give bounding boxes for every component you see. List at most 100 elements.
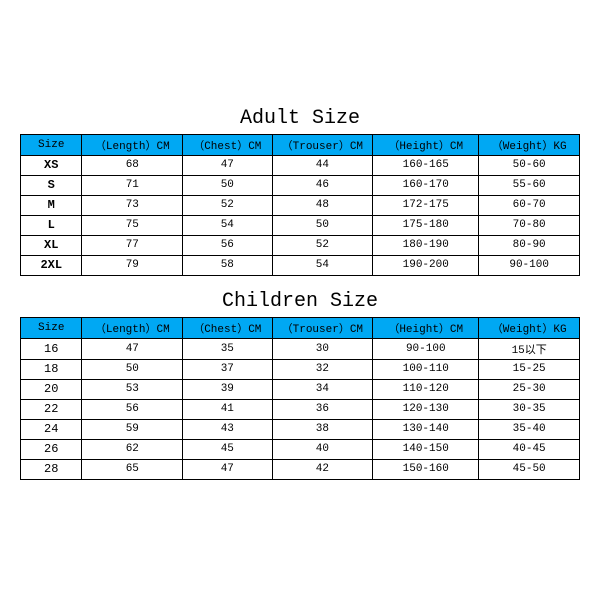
cell-trouser: 40 — [272, 439, 373, 459]
cell-height: 190-200 — [373, 255, 479, 275]
cell-height: 160-170 — [373, 175, 479, 195]
table-header-row: Size （Length）CM （Chest）CM （Trouser）CM （H… — [21, 317, 580, 338]
col-height: （Height）CM — [373, 317, 479, 338]
col-length: （Length）CM — [82, 317, 183, 338]
adult-title: Adult Size — [20, 107, 580, 130]
col-length: （Length）CM — [82, 134, 183, 155]
table-row: 20533934110-12025-30 — [21, 379, 580, 399]
col-weight: （Weight）KG — [479, 317, 580, 338]
table-row: 26624540140-15040-45 — [21, 439, 580, 459]
cell-height: 110-120 — [373, 379, 479, 399]
cell-size: 18 — [21, 359, 82, 379]
cell-size: 28 — [21, 459, 82, 479]
cell-chest: 56 — [183, 235, 272, 255]
cell-weight: 30-35 — [479, 399, 580, 419]
cell-chest: 39 — [183, 379, 272, 399]
cell-height: 172-175 — [373, 195, 479, 215]
col-weight: （Weight）KG — [479, 134, 580, 155]
cell-length: 65 — [82, 459, 183, 479]
cell-chest: 43 — [183, 419, 272, 439]
cell-weight: 90-100 — [479, 255, 580, 275]
col-size: Size — [21, 134, 82, 155]
cell-height: 140-150 — [373, 439, 479, 459]
cell-weight: 45-50 — [479, 459, 580, 479]
table-row: XL775652180-19080-90 — [21, 235, 580, 255]
col-height: （Height）CM — [373, 134, 479, 155]
col-trouser: （Trouser）CM — [272, 134, 373, 155]
cell-size: 26 — [21, 439, 82, 459]
table-row: 28654742150-16045-50 — [21, 459, 580, 479]
cell-size: 22 — [21, 399, 82, 419]
cell-weight: 15-25 — [479, 359, 580, 379]
cell-length: 75 — [82, 215, 183, 235]
cell-weight: 50-60 — [479, 155, 580, 175]
cell-height: 150-160 — [373, 459, 479, 479]
children-size-table: Size （Length）CM （Chest）CM （Trouser）CM （H… — [20, 317, 580, 480]
cell-size: L — [21, 215, 82, 235]
table-row: 2XL795854190-20090-100 — [21, 255, 580, 275]
col-size: Size — [21, 317, 82, 338]
adult-table-body: XS684744160-16550-60 S715046160-17055-60… — [21, 155, 580, 275]
cell-height: 175-180 — [373, 215, 479, 235]
cell-chest: 52 — [183, 195, 272, 215]
cell-trouser: 42 — [272, 459, 373, 479]
table-row: 24594338130-14035-40 — [21, 419, 580, 439]
cell-length: 77 — [82, 235, 183, 255]
table-row: M735248172-17560-70 — [21, 195, 580, 215]
table-row: 18503732100-11015-25 — [21, 359, 580, 379]
cell-weight: 60-70 — [479, 195, 580, 215]
cell-length: 71 — [82, 175, 183, 195]
cell-weight: 40-45 — [479, 439, 580, 459]
cell-weight: 55-60 — [479, 175, 580, 195]
cell-chest: 45 — [183, 439, 272, 459]
cell-length: 59 — [82, 419, 183, 439]
cell-height: 160-165 — [373, 155, 479, 175]
cell-size: 24 — [21, 419, 82, 439]
cell-length: 53 — [82, 379, 183, 399]
children-title: Children Size — [20, 290, 580, 313]
cell-trouser: 36 — [272, 399, 373, 419]
cell-trouser: 38 — [272, 419, 373, 439]
cell-size: 2XL — [21, 255, 82, 275]
adult-size-table: Size （Length）CM （Chest）CM （Trouser）CM （H… — [20, 134, 580, 276]
table-header-row: Size （Length）CM （Chest）CM （Trouser）CM （H… — [21, 134, 580, 155]
cell-trouser: 44 — [272, 155, 373, 175]
size-chart-wrapper: Adult Size Size （Length）CM （Chest）CM （Tr… — [20, 107, 580, 494]
cell-size: 20 — [21, 379, 82, 399]
cell-size: 16 — [21, 338, 82, 359]
cell-length: 47 — [82, 338, 183, 359]
cell-height: 130-140 — [373, 419, 479, 439]
cell-size: S — [21, 175, 82, 195]
cell-length: 56 — [82, 399, 183, 419]
cell-trouser: 34 — [272, 379, 373, 399]
table-row: 22564136120-13030-35 — [21, 399, 580, 419]
table-row: S715046160-17055-60 — [21, 175, 580, 195]
cell-trouser: 54 — [272, 255, 373, 275]
cell-length: 68 — [82, 155, 183, 175]
cell-length: 62 — [82, 439, 183, 459]
children-table-body: 1647353090-10015以下 18503732100-11015-25 … — [21, 338, 580, 479]
cell-trouser: 48 — [272, 195, 373, 215]
cell-chest: 58 — [183, 255, 272, 275]
cell-weight: 35-40 — [479, 419, 580, 439]
cell-trouser: 30 — [272, 338, 373, 359]
cell-trouser: 50 — [272, 215, 373, 235]
cell-height: 180-190 — [373, 235, 479, 255]
cell-chest: 54 — [183, 215, 272, 235]
cell-height: 120-130 — [373, 399, 479, 419]
cell-chest: 41 — [183, 399, 272, 419]
col-trouser: （Trouser）CM — [272, 317, 373, 338]
col-chest: （Chest）CM — [183, 317, 272, 338]
cell-chest: 47 — [183, 459, 272, 479]
cell-size: XL — [21, 235, 82, 255]
cell-weight: 15以下 — [479, 338, 580, 359]
cell-chest: 35 — [183, 338, 272, 359]
col-chest: （Chest）CM — [183, 134, 272, 155]
cell-weight: 25-30 — [479, 379, 580, 399]
cell-chest: 50 — [183, 175, 272, 195]
cell-height: 100-110 — [373, 359, 479, 379]
cell-length: 50 — [82, 359, 183, 379]
cell-size: M — [21, 195, 82, 215]
cell-trouser: 32 — [272, 359, 373, 379]
cell-length: 73 — [82, 195, 183, 215]
